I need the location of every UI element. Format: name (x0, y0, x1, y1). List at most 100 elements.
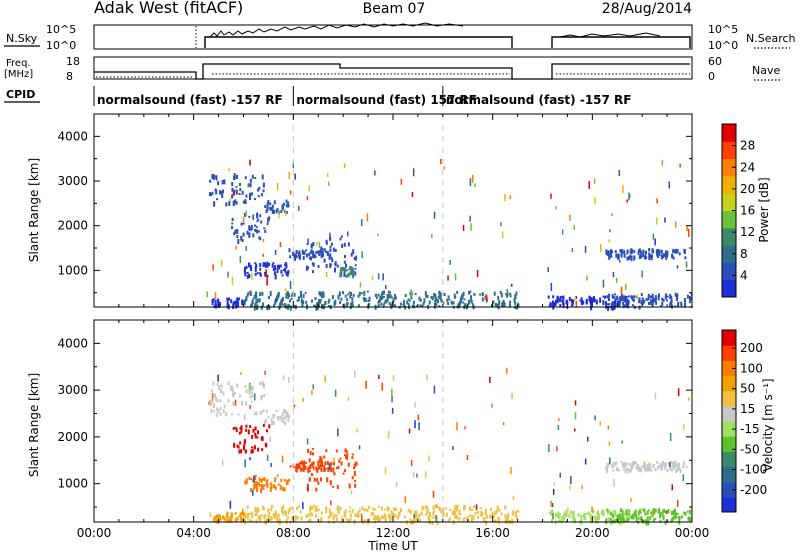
echo-cell (663, 462, 666, 468)
echo-cell (584, 245, 587, 253)
echo-cell (349, 266, 352, 269)
echo-cell (265, 269, 267, 277)
echo-cell (236, 175, 238, 179)
echo-cell (371, 275, 374, 281)
echo-cell (419, 518, 422, 522)
echo-cell (276, 416, 279, 419)
echo-cell (289, 305, 292, 311)
echo-cell (572, 299, 575, 302)
echo-cell (334, 267, 336, 273)
echo-cell (230, 512, 233, 517)
echo-cell (471, 518, 473, 522)
echo-cell (384, 299, 387, 304)
echo-cell (553, 302, 556, 306)
echo-cell (670, 467, 673, 472)
echo-cell (654, 295, 657, 300)
echo-cell (214, 299, 217, 304)
echo-cell (680, 515, 683, 519)
echo-cell (330, 467, 332, 470)
echo-cell (317, 251, 320, 254)
echo-cell (249, 264, 252, 268)
echo-cell (295, 256, 298, 259)
echo-cell (259, 411, 262, 416)
echo-cell (253, 446, 256, 450)
echo-cell (464, 426, 466, 430)
echo-cell (264, 229, 267, 233)
echo-cell (489, 514, 492, 519)
echo-cell (244, 201, 247, 204)
echo-cell (610, 255, 613, 258)
echo-cell (312, 467, 315, 470)
echo-cell (617, 518, 620, 523)
echo-cell (320, 517, 323, 521)
echo-cell (363, 290, 366, 296)
echo-cell (327, 173, 329, 177)
echo-cell (672, 248, 675, 252)
echo-cell (620, 253, 623, 258)
echo-cell (230, 518, 233, 523)
echo-cell (276, 183, 279, 190)
echo-cell (238, 297, 240, 301)
echo-cell (443, 166, 445, 170)
echo-cell (421, 304, 424, 308)
echo-cell (662, 514, 665, 519)
echo-cell (230, 299, 233, 304)
echo-cell (377, 293, 380, 297)
echo-cell (403, 515, 406, 519)
echo-cell (266, 429, 268, 433)
echo-cell (496, 303, 499, 308)
echo-cell (631, 461, 634, 466)
echo-cell (432, 490, 435, 498)
echo-cell (407, 303, 410, 308)
echo-cell (340, 267, 343, 271)
echo-cell (251, 519, 254, 522)
echo-cell (434, 302, 436, 307)
echo-cell (606, 295, 609, 299)
echo-cell (301, 303, 304, 308)
echo-cell (611, 213, 613, 216)
echo-cell (423, 298, 426, 304)
echo-cell (251, 192, 253, 196)
echo-cell (233, 301, 236, 306)
echo-cell (588, 511, 591, 516)
echo-cell (615, 512, 617, 517)
echo-cell (396, 482, 398, 487)
echo-cell (329, 245, 332, 249)
echo-cell (608, 510, 611, 515)
echo-cell (284, 262, 287, 264)
echo-cell (366, 508, 369, 512)
echo-cell (261, 448, 264, 452)
time-xlabel: Time UT (367, 539, 418, 553)
echo-cell (280, 417, 283, 422)
echo-cell (392, 513, 395, 518)
echo-cell (214, 188, 217, 192)
echo-cell (551, 519, 553, 524)
echo-cell (612, 303, 615, 307)
echo-cell (263, 394, 266, 397)
echo-cell (269, 436, 271, 443)
echo-cell (320, 457, 323, 463)
echo-cell (356, 514, 359, 518)
echo-cell (220, 389, 223, 394)
echo-cell (211, 401, 214, 403)
echo-cell (417, 414, 420, 421)
colorbar-cell (722, 175, 736, 194)
echo-cell (515, 516, 518, 520)
echo-cell (315, 466, 318, 471)
echo-cell (306, 265, 308, 271)
echo-cell (286, 479, 289, 485)
echo-cell (332, 516, 335, 521)
echo-cell (327, 300, 330, 304)
echo-cell (276, 474, 279, 477)
echo-cell (432, 511, 435, 514)
echo-cell (289, 255, 292, 259)
echo-cell (395, 507, 397, 511)
echo-cell (372, 512, 375, 516)
echo-cell (359, 508, 361, 512)
echo-cell (330, 256, 333, 259)
echo-cell (281, 455, 284, 463)
echo-cell (655, 301, 658, 305)
echo-cell (311, 390, 313, 396)
echo-cell (336, 506, 339, 511)
echo-cell (626, 249, 629, 253)
